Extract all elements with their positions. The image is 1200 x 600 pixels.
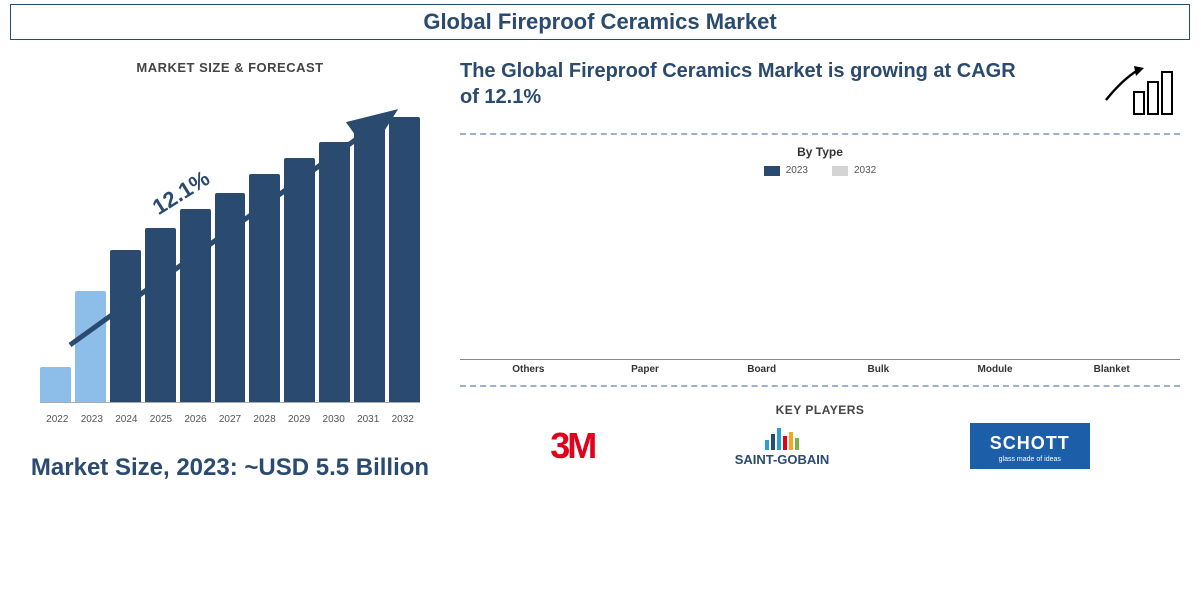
left-xaxis-label: 2028 xyxy=(247,414,282,425)
logo-3m: 3M xyxy=(550,425,594,467)
logo-saint-gobain-text: SAINT-GOBAIN xyxy=(735,452,830,467)
infographic-root: Global Fireproof Ceramics Market MARKET … xyxy=(0,0,1200,600)
type-xaxis-label: Others xyxy=(470,364,587,375)
left-xaxis-label: 2023 xyxy=(75,414,110,425)
left-xaxis-label: 2024 xyxy=(109,414,144,425)
left-xaxis-label: 2027 xyxy=(213,414,248,425)
left-section-label: MARKET SIZE & FORECAST xyxy=(136,60,323,75)
logo-schott-tag: glass made of ideas xyxy=(990,456,1070,463)
main-area: MARKET SIZE & FORECAST 20222023202420252… xyxy=(0,48,1200,600)
left-bar xyxy=(180,209,211,402)
left-xaxis-label: 2032 xyxy=(385,414,420,425)
logo-schott: SCHOTT glass made of ideas xyxy=(970,423,1090,469)
growth-chart-icon xyxy=(1100,58,1180,123)
type-xaxis-label: Bulk xyxy=(820,364,937,375)
left-xaxis-label: 2026 xyxy=(178,414,213,425)
logo-schott-brand: SCHOTT xyxy=(990,433,1070,454)
type-chart-title: By Type xyxy=(460,145,1180,159)
legend-label: 2032 xyxy=(854,165,876,176)
left-xaxis-label: 2030 xyxy=(316,414,351,425)
legend-label: 2023 xyxy=(786,165,808,176)
left-xaxis-label: 2029 xyxy=(282,414,317,425)
left-xaxis-label: 2022 xyxy=(40,414,75,425)
legend-item: 2032 xyxy=(832,165,876,176)
type-xaxis-label: Module xyxy=(937,364,1054,375)
left-bar xyxy=(215,193,246,402)
legend-swatch xyxy=(832,166,848,176)
left-bar xyxy=(110,250,141,402)
title-bar: Global Fireproof Ceramics Market xyxy=(10,4,1190,40)
key-players-row: 3M SAINT-GOBAIN SCHOTT glass made of ide… xyxy=(460,423,1180,469)
key-players-label: KEY PLAYERS xyxy=(460,403,1180,417)
left-bar xyxy=(354,126,385,402)
divider-1 xyxy=(460,133,1180,135)
left-bar-chart: 2022202320242025202620272028202920302031… xyxy=(40,85,420,425)
left-bar xyxy=(40,367,71,402)
divider-2 xyxy=(460,385,1180,387)
legend-swatch xyxy=(764,166,780,176)
type-xaxis-label: Paper xyxy=(587,364,704,375)
left-bar xyxy=(284,158,315,402)
headline-row: The Global Fireproof Ceramics Market is … xyxy=(460,58,1180,123)
left-bar xyxy=(319,142,350,402)
type-grouped-bar-chart: By Type 2023 2032 OthersPaperBoardBulkMod… xyxy=(460,145,1180,375)
logo-saint-gobain: SAINT-GOBAIN xyxy=(735,426,830,467)
type-xaxis-label: Board xyxy=(703,364,820,375)
left-bar xyxy=(75,291,106,402)
left-column: MARKET SIZE & FORECAST 20222023202420252… xyxy=(20,48,440,600)
headline-text: The Global Fireproof Ceramics Market is … xyxy=(460,58,1020,110)
left-bar xyxy=(389,117,420,402)
right-column: The Global Fireproof Ceramics Market is … xyxy=(440,48,1180,600)
page-title: Global Fireproof Ceramics Market xyxy=(11,9,1189,35)
market-size-text: Market Size, 2023: ~USD 5.5 Billion xyxy=(31,453,429,483)
left-xaxis-label: 2031 xyxy=(351,414,386,425)
left-bar xyxy=(145,228,176,402)
legend-item: 2023 xyxy=(764,165,808,176)
left-xaxis-label: 2025 xyxy=(144,414,179,425)
type-chart-legend: 2023 2032 xyxy=(460,165,1180,176)
type-xaxis-label: Blanket xyxy=(1053,364,1170,375)
left-bar xyxy=(249,174,280,402)
